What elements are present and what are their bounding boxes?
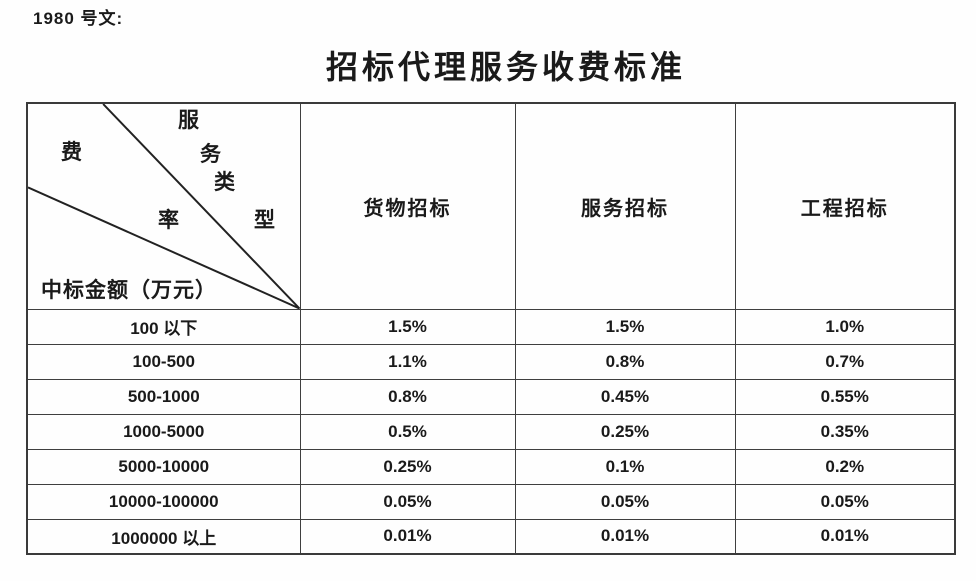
doc-ref-label: 1980 号文: bbox=[33, 9, 124, 28]
corner-amount-label: 中标金额（万元） bbox=[41, 278, 217, 302]
cell-value: 0.01% bbox=[734, 518, 956, 555]
table-row: 500-1000 0.8% 0.45% 0.55% bbox=[26, 378, 956, 415]
cell-value: 0.2% bbox=[734, 448, 956, 485]
cell-value: 1.5% bbox=[514, 308, 736, 345]
row-label: 10000-100000 bbox=[26, 483, 301, 520]
corner-service-type-char-3: 类 bbox=[214, 170, 235, 194]
corner-fee-rate-char-2: 率 bbox=[158, 208, 179, 232]
cell-value: 0.8% bbox=[514, 343, 736, 380]
cell-value: 0.01% bbox=[299, 518, 516, 555]
page-title: 招标代理服务收费标准 bbox=[325, 49, 686, 85]
column-header-engineering: 工程招标 bbox=[734, 102, 956, 310]
column-header-goods: 货物招标 bbox=[299, 102, 516, 310]
cell-value: 1.1% bbox=[299, 343, 516, 380]
cell-value: 0.55% bbox=[734, 378, 956, 415]
table-row: 1000-5000 0.5% 0.25% 0.35% bbox=[26, 413, 956, 450]
corner-service-type-char-2: 务 bbox=[200, 142, 221, 166]
diagonal-divider-lines bbox=[28, 104, 299, 308]
cell-value: 0.1% bbox=[514, 448, 736, 485]
cell-value: 0.25% bbox=[299, 448, 516, 485]
cell-value: 0.35% bbox=[734, 413, 956, 450]
corner-service-type-char-1: 服 bbox=[178, 108, 199, 132]
corner-header-cell: 服 务 类 型 费 率 中标金额（万元） bbox=[26, 102, 301, 310]
fee-standards-table: 服 务 类 型 费 率 中标金额（万元） 货物招标 服务招标 工程招标 100 … bbox=[26, 102, 956, 555]
row-label: 1000-5000 bbox=[26, 413, 301, 450]
cell-value: 0.5% bbox=[299, 413, 516, 450]
corner-service-type-char-4: 型 bbox=[254, 208, 275, 232]
row-label: 5000-10000 bbox=[26, 448, 301, 485]
corner-fee-rate-char-1: 费 bbox=[61, 140, 82, 164]
cell-value: 0.05% bbox=[734, 483, 956, 520]
column-header-services: 服务招标 bbox=[514, 102, 736, 310]
cell-value: 0.45% bbox=[514, 378, 736, 415]
table-row: 100 以下 1.5% 1.5% 1.0% bbox=[26, 308, 956, 345]
row-label: 100 以下 bbox=[26, 308, 301, 345]
cell-value: 0.8% bbox=[299, 378, 516, 415]
table-row: 100-500 1.1% 0.8% 0.7% bbox=[26, 343, 956, 380]
row-label: 100-500 bbox=[26, 343, 301, 380]
row-label: 500-1000 bbox=[26, 378, 301, 415]
cell-value: 0.01% bbox=[514, 518, 736, 555]
cell-value: 0.7% bbox=[734, 343, 956, 380]
table-row: 5000-10000 0.25% 0.1% 0.2% bbox=[26, 448, 956, 485]
cell-value: 0.05% bbox=[514, 483, 736, 520]
table-row: 1000000 以上 0.01% 0.01% 0.01% bbox=[26, 518, 956, 555]
cell-value: 0.05% bbox=[299, 483, 516, 520]
table-header-row: 服 务 类 型 费 率 中标金额（万元） 货物招标 服务招标 工程招标 bbox=[26, 102, 956, 310]
table-row: 10000-100000 0.05% 0.05% 0.05% bbox=[26, 483, 956, 520]
cell-value: 1.5% bbox=[299, 308, 516, 345]
cell-value: 0.25% bbox=[514, 413, 736, 450]
row-label: 1000000 以上 bbox=[26, 518, 301, 555]
cell-value: 1.0% bbox=[734, 308, 956, 345]
